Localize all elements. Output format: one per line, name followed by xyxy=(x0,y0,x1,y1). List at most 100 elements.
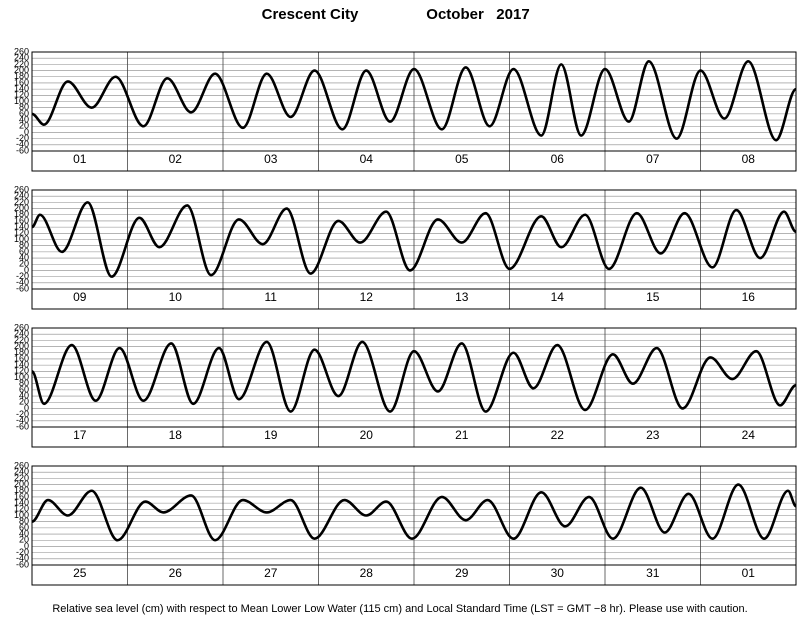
y-tick-label: -20 xyxy=(16,409,29,419)
y-tick-label: -60 xyxy=(16,559,29,569)
y-tick-label: 0 xyxy=(24,403,29,413)
day-label: 23 xyxy=(646,428,660,442)
panel-frame xyxy=(31,465,797,586)
footnote: Relative sea level (cm) with respect to … xyxy=(52,603,747,615)
y-tick-label: -40 xyxy=(16,277,29,287)
day-label: 22 xyxy=(551,428,565,442)
tide-line xyxy=(31,483,797,542)
y-tick-label: 200 xyxy=(14,203,29,213)
y-tick-label: 80 xyxy=(19,516,29,526)
day-label: 18 xyxy=(169,428,183,442)
day-label: 03 xyxy=(264,152,278,166)
y-tick-label: 180 xyxy=(14,485,29,495)
y-tick-label: 240 xyxy=(14,191,29,201)
y-tick-label: 20 xyxy=(19,121,29,131)
y-tick-label: -20 xyxy=(16,133,29,143)
y-tick-label: -20 xyxy=(16,271,29,281)
tide-line xyxy=(31,59,798,142)
y-tick-label: 120 xyxy=(14,366,29,376)
day-label: 21 xyxy=(455,428,469,442)
day-label: 14 xyxy=(551,290,565,304)
day-label: 28 xyxy=(360,566,374,580)
y-tick-label: 60 xyxy=(19,108,29,118)
y-tick-label: 240 xyxy=(14,467,29,477)
panel-frame xyxy=(31,327,797,448)
y-tick-label: 0 xyxy=(24,127,29,137)
y-tick-label: 260 xyxy=(14,460,29,470)
day-label: 24 xyxy=(742,428,756,442)
y-tick-label: 140 xyxy=(14,498,29,508)
y-tick-label: 80 xyxy=(19,240,29,250)
y-tick-label: 40 xyxy=(19,252,29,262)
y-tick-label: 20 xyxy=(19,397,29,407)
day-label: 01 xyxy=(73,152,87,166)
day-label: 10 xyxy=(169,290,183,304)
day-label: 06 xyxy=(551,152,565,166)
y-tick-label: 260 xyxy=(14,322,29,332)
y-tick-label: 220 xyxy=(14,335,29,345)
y-tick-label: 60 xyxy=(19,522,29,532)
y-tick-label: 140 xyxy=(14,84,29,94)
day-label: 17 xyxy=(73,428,87,442)
day-label: 15 xyxy=(646,290,660,304)
day-label: 01 xyxy=(742,566,756,580)
y-tick-label: 60 xyxy=(19,246,29,256)
y-tick-label: 260 xyxy=(14,184,29,194)
y-tick-label: 160 xyxy=(14,491,29,501)
y-tick-label: 0 xyxy=(24,541,29,551)
day-label: 20 xyxy=(360,428,374,442)
y-tick-label: 40 xyxy=(19,390,29,400)
panel-frame xyxy=(31,51,797,172)
y-tick-label: 260 xyxy=(14,46,29,56)
y-tick-label: 120 xyxy=(14,228,29,238)
y-tick-label: 20 xyxy=(19,259,29,269)
day-label: 31 xyxy=(646,566,660,580)
y-tick-label: 100 xyxy=(14,510,29,520)
day-label: 26 xyxy=(169,566,183,580)
day-label: 30 xyxy=(551,566,565,580)
y-tick-label: 40 xyxy=(19,528,29,538)
y-tick-label: -40 xyxy=(16,139,29,149)
tide-line xyxy=(30,340,797,413)
y-tick-label: 140 xyxy=(14,222,29,232)
day-label: 09 xyxy=(73,290,87,304)
y-tick-label: 220 xyxy=(14,59,29,69)
y-tick-label: 80 xyxy=(19,378,29,388)
y-tick-label: 100 xyxy=(14,234,29,244)
y-tick-label: 80 xyxy=(19,102,29,112)
day-label: 05 xyxy=(455,152,469,166)
y-tick-label: 200 xyxy=(14,479,29,489)
day-label: 12 xyxy=(360,290,374,304)
y-tick-label: 200 xyxy=(14,341,29,351)
y-tick-label: 240 xyxy=(14,329,29,339)
y-tick-label: 20 xyxy=(19,535,29,545)
y-tick-label: 120 xyxy=(14,90,29,100)
y-tick-label: 160 xyxy=(14,215,29,225)
y-tick-label: 220 xyxy=(14,473,29,483)
y-tick-label: 40 xyxy=(19,114,29,124)
day-label: 27 xyxy=(264,566,278,580)
y-tick-label: 100 xyxy=(14,372,29,382)
y-tick-label: -40 xyxy=(16,415,29,425)
day-label: 13 xyxy=(455,290,469,304)
y-tick-label: 60 xyxy=(19,384,29,394)
y-tick-label: -60 xyxy=(16,283,29,293)
day-label: 29 xyxy=(455,566,469,580)
y-tick-label: 140 xyxy=(14,360,29,370)
day-label: 07 xyxy=(646,152,660,166)
y-tick-label: -60 xyxy=(16,421,29,431)
y-tick-label: 180 xyxy=(14,347,29,357)
day-label: 02 xyxy=(169,152,183,166)
day-label: 08 xyxy=(742,152,756,166)
day-label: 25 xyxy=(73,566,87,580)
panel-frame xyxy=(31,189,797,310)
day-label: 11 xyxy=(265,290,278,304)
y-tick-label: 180 xyxy=(14,209,29,219)
y-tick-label: 100 xyxy=(14,96,29,106)
y-tick-label: 120 xyxy=(14,504,29,514)
tide-line xyxy=(31,201,797,278)
y-tick-label: 160 xyxy=(14,353,29,363)
chart-period: October 2017 xyxy=(426,6,529,23)
